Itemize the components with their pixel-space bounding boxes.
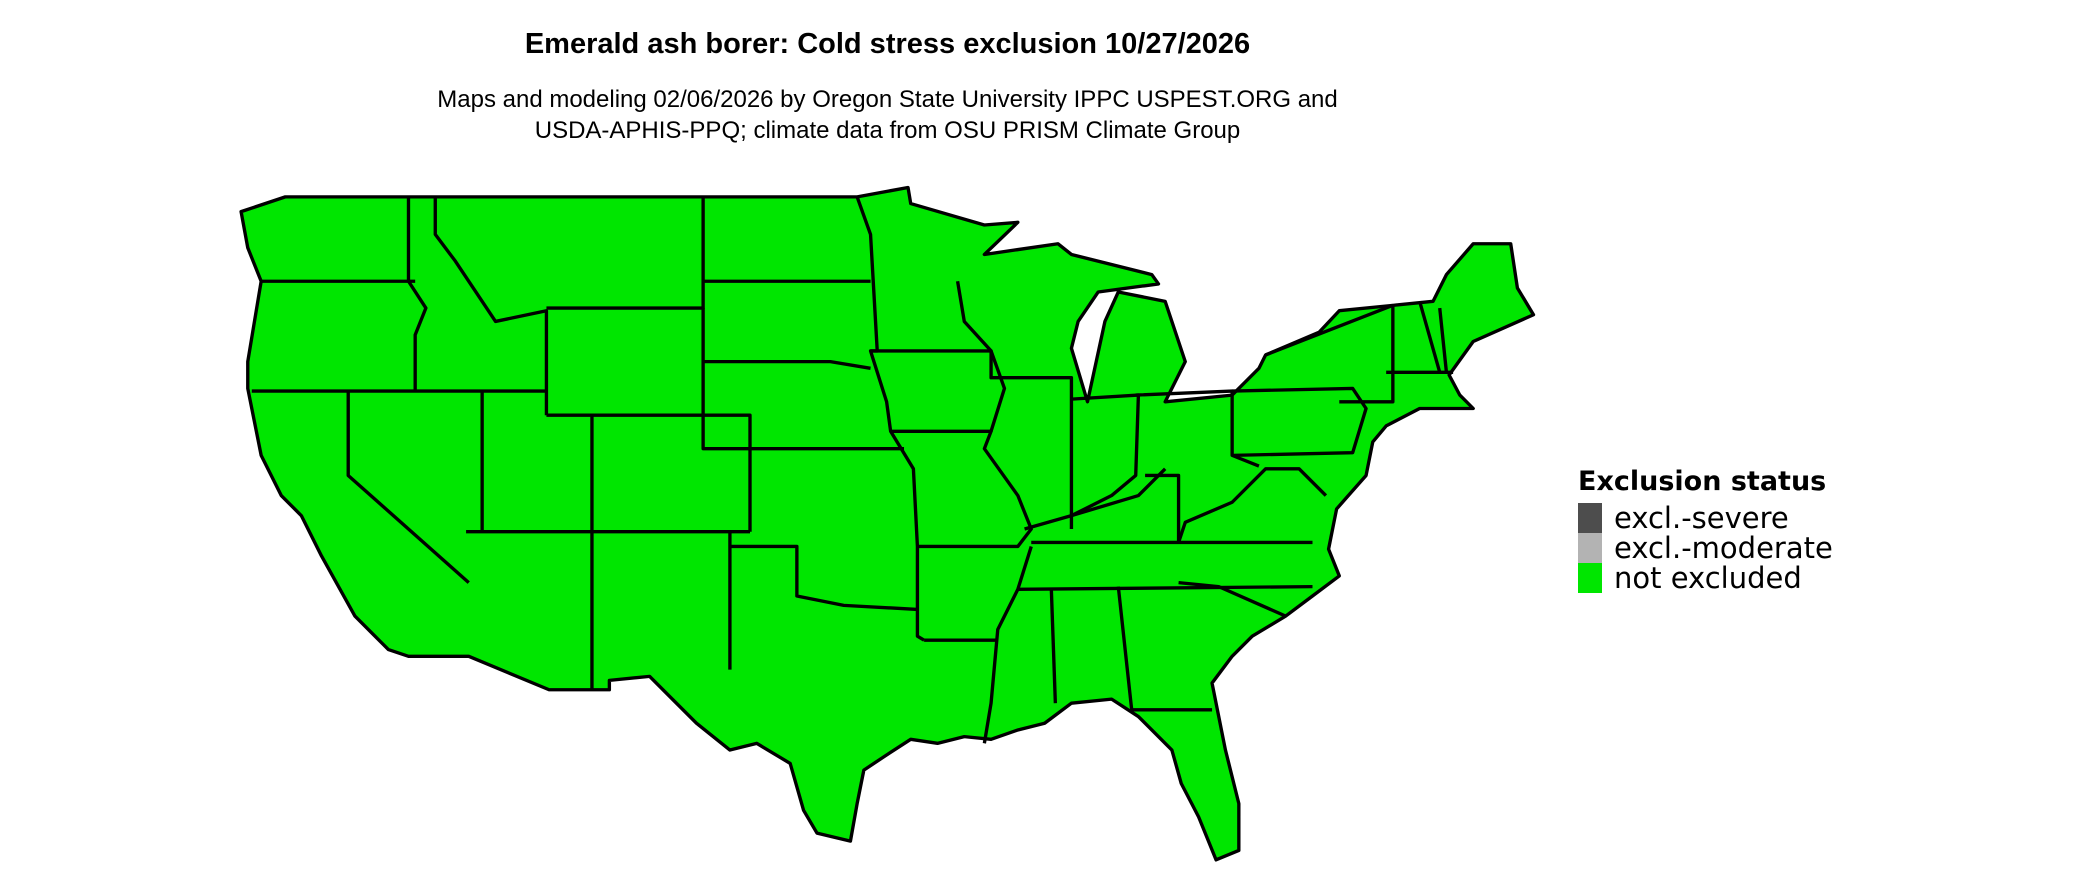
map-subtitle-line-1: Maps and modeling 02/06/2026 by Oregon S… — [437, 86, 1338, 113]
legend-label: excl.-severe — [1614, 501, 1789, 535]
legend: Exclusion status excl.-severe excl.-mode… — [1578, 466, 1833, 595]
legend-swatch-not-excluded — [1578, 563, 1602, 593]
legend-item-moderate: excl.-moderate — [1578, 531, 1833, 565]
map-subtitle-line-2: USDA-APHIS-PPQ; climate data from OSU PR… — [534, 117, 1241, 144]
us-outline — [239, 185, 1536, 862]
legend-swatch-severe — [1578, 503, 1602, 533]
state-borders — [251, 196, 1454, 744]
legend-label: excl.-moderate — [1614, 531, 1833, 565]
legend-swatch-moderate — [1578, 533, 1602, 563]
legend-label: not excluded — [1614, 561, 1802, 595]
legend-item-severe: excl.-severe — [1578, 501, 1833, 535]
legend-title: Exclusion status — [1578, 466, 1827, 497]
map-title: Emerald ash borer: Cold stress exclusion… — [524, 28, 1251, 60]
legend-item-not-excluded: not excluded — [1578, 561, 1833, 595]
